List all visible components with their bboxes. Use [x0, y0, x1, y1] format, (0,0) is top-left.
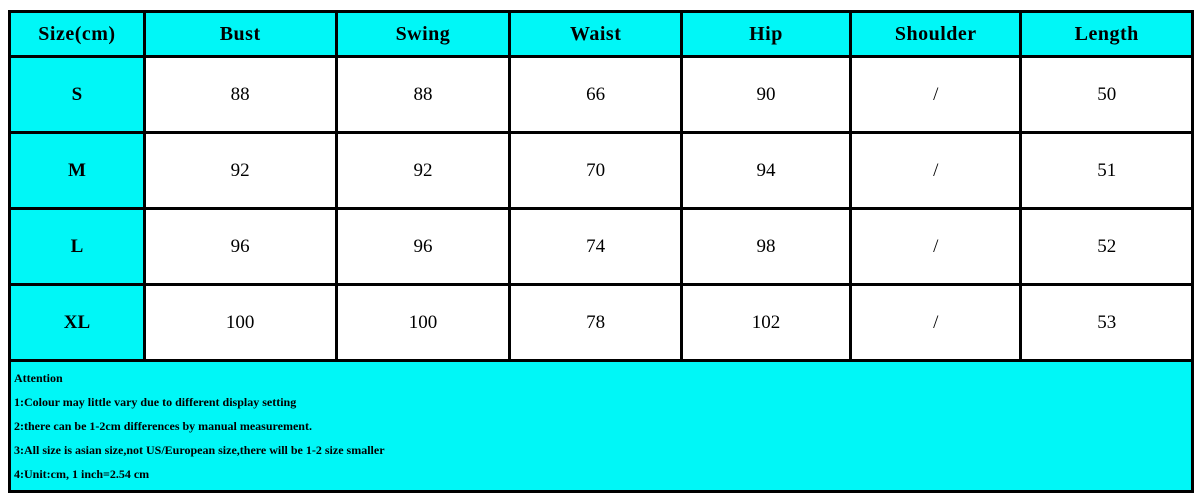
- size-label-cell: XL: [8, 283, 146, 362]
- hip-value-cell: 90: [679, 55, 853, 134]
- shoulder-value-cell: /: [849, 283, 1023, 362]
- attention-notes-row: Attention 1:Colour may little vary due t…: [8, 359, 1194, 493]
- swing-value-cell: 92: [334, 131, 512, 210]
- column-header-swing: Swing: [334, 10, 512, 58]
- length-value-cell: 50: [1019, 55, 1194, 134]
- size-label-cell: S: [8, 55, 146, 134]
- shoulder-value-cell: /: [849, 131, 1023, 210]
- table-row-m: M 92 92 70 94 / 51: [8, 131, 1194, 210]
- size-label-cell: L: [8, 207, 146, 286]
- note-line-2: 2:there can be 1-2cm differences by manu…: [14, 419, 312, 433]
- notes-title: Attention: [14, 371, 63, 385]
- note-line-3: 3:All size is asian size,not US/European…: [14, 443, 385, 457]
- swing-value-cell: 100: [334, 283, 512, 362]
- table-row-s: S 88 88 66 90 / 50: [8, 55, 1194, 134]
- bust-value-cell: 92: [142, 131, 338, 210]
- bust-value-cell: 100: [142, 283, 338, 362]
- waist-value-cell: 66: [508, 55, 683, 134]
- waist-value-cell: 70: [508, 131, 683, 210]
- size-chart-table: Size(cm) Bust Swing Waist Hip Shoulder L…: [8, 10, 1194, 493]
- waist-value-cell: 74: [508, 207, 683, 286]
- column-header-size: Size(cm): [8, 10, 146, 58]
- shoulder-value-cell: /: [849, 55, 1023, 134]
- column-header-length: Length: [1019, 10, 1194, 58]
- table-header-row: Size(cm) Bust Swing Waist Hip Shoulder L…: [8, 10, 1194, 58]
- column-header-hip: Hip: [679, 10, 853, 58]
- swing-value-cell: 96: [334, 207, 512, 286]
- column-header-waist: Waist: [508, 10, 683, 58]
- attention-notes-cell: Attention 1:Colour may little vary due t…: [8, 359, 1194, 493]
- hip-value-cell: 98: [679, 207, 853, 286]
- length-value-cell: 52: [1019, 207, 1194, 286]
- hip-value-cell: 102: [679, 283, 853, 362]
- length-value-cell: 53: [1019, 283, 1194, 362]
- swing-value-cell: 88: [334, 55, 512, 134]
- hip-value-cell: 94: [679, 131, 853, 210]
- note-line-1: 1:Colour may little vary due to differen…: [14, 395, 297, 409]
- table-row-xl: XL 100 100 78 102 / 53: [8, 283, 1194, 362]
- column-header-bust: Bust: [142, 10, 338, 58]
- shoulder-value-cell: /: [849, 207, 1023, 286]
- length-value-cell: 51: [1019, 131, 1194, 210]
- bust-value-cell: 88: [142, 55, 338, 134]
- size-label-cell: M: [8, 131, 146, 210]
- note-line-4: 4:Unit:cm, 1 inch=2.54 cm: [14, 467, 150, 481]
- table-row-l: L 96 96 74 98 / 52: [8, 207, 1194, 286]
- column-header-shoulder: Shoulder: [849, 10, 1023, 58]
- bust-value-cell: 96: [142, 207, 338, 286]
- waist-value-cell: 78: [508, 283, 683, 362]
